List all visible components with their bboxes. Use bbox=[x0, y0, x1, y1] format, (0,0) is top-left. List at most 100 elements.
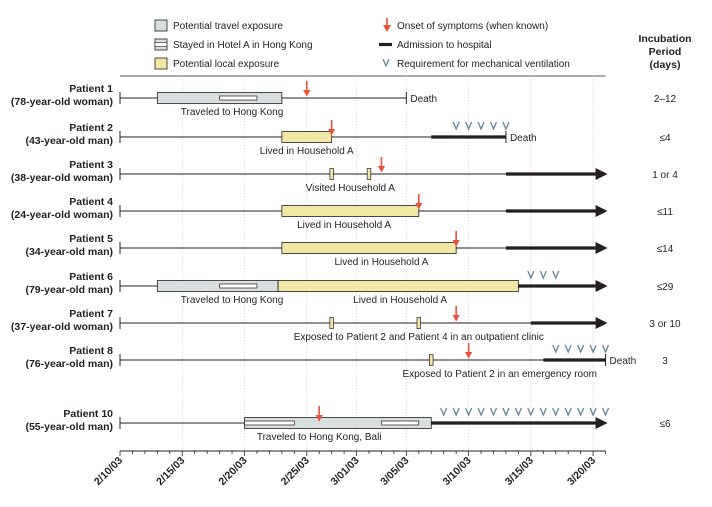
exposure-label: Exposed to Patient 2 in an emergency roo… bbox=[402, 369, 597, 380]
ventilation-icon bbox=[489, 121, 498, 131]
legend-local-label: Potential local exposure bbox=[173, 59, 280, 70]
onset-arrow-head-icon bbox=[303, 90, 311, 97]
patient-name: Patient 8 bbox=[69, 345, 113, 357]
patient-name: Patient 7 bbox=[69, 308, 113, 320]
patient-description: (76-year-old man) bbox=[25, 358, 113, 370]
patient-name: Patient 5 bbox=[69, 233, 113, 245]
ventilation-icon bbox=[452, 407, 460, 417]
arrow-icon bbox=[595, 317, 608, 329]
legend-onset-icon bbox=[383, 18, 391, 32]
patient-name: Patient 1 bbox=[69, 83, 113, 95]
onset-arrow-head-icon bbox=[328, 129, 336, 136]
arrow-icon bbox=[595, 242, 608, 254]
ventilation-icon bbox=[539, 407, 547, 417]
local-exposure-bar bbox=[281, 205, 420, 217]
patient-description: (79-year-old man) bbox=[25, 284, 113, 296]
ventilation-icon bbox=[601, 344, 610, 354]
exposure-event-mark bbox=[416, 317, 421, 329]
axis-tick-label: 2/10/03 bbox=[92, 455, 125, 488]
onset-arrow-head-icon bbox=[452, 315, 460, 322]
ventilation-icon bbox=[552, 270, 560, 280]
incubation-period: 3 or 10 bbox=[649, 319, 681, 330]
axis-tick-label: 3/15/03 bbox=[503, 455, 536, 488]
patient-row: Patient 10(55-year-old man) ≤6 Traveled to… bbox=[25, 406, 671, 443]
local-exposure-bar bbox=[281, 131, 333, 143]
patient-row: Patient 6(79-year-old man) ≤29 Traveled to… bbox=[25, 270, 674, 306]
patient-description: (24-year-old woman) bbox=[11, 209, 113, 221]
patient-name: Patient 4 bbox=[69, 196, 113, 208]
patient-description: (78-year-old woman) bbox=[11, 96, 113, 108]
incubation-period: ≤29 bbox=[657, 282, 674, 293]
axis-tick-label: 3/20/03 bbox=[565, 455, 598, 488]
hotel-stay-bar bbox=[219, 95, 258, 101]
hotel-stay-bar bbox=[381, 420, 420, 426]
legend-travel-swatch bbox=[154, 19, 168, 32]
arrow-icon bbox=[595, 168, 608, 180]
death-label: Death bbox=[610, 356, 637, 367]
exposure-label: Exposed to Patient 2 and Patient 4 in an… bbox=[294, 332, 544, 343]
onset-arrow-head-icon bbox=[377, 166, 386, 173]
onset-arrow-head-icon bbox=[452, 240, 460, 247]
legend-admission-label: Admission to hospital bbox=[397, 40, 492, 51]
patient-row: Patient 2(43-year-old man) ≤4 Death Lived i… bbox=[25, 120, 671, 157]
exposure-label: Traveled to Hong Kong bbox=[181, 107, 283, 118]
legend-ventilation-icon bbox=[382, 58, 390, 68]
time-axis: 2/10/03 2/15/03 2/20/03 2/25/03 3/01/03 3/05/… bbox=[92, 450, 606, 488]
ventilation-icon bbox=[539, 270, 547, 280]
patient-rows: Patient 1(78-year-old woman) 2–12 Death Tra… bbox=[11, 81, 681, 443]
patient-name: Patient 10 bbox=[63, 408, 113, 420]
ventilation-icon bbox=[601, 407, 610, 417]
local-exposure-bar bbox=[281, 242, 457, 254]
patient-description: (38-year-old woman) bbox=[11, 172, 113, 184]
exposure-event-mark bbox=[329, 168, 334, 180]
axis-tick-label: 2/15/03 bbox=[154, 455, 187, 488]
death-label: Death bbox=[510, 133, 537, 144]
exposure-label: Lived in Household A bbox=[353, 295, 447, 306]
ventilation-icon bbox=[589, 344, 597, 354]
exposure-label: Lived in Household A bbox=[297, 220, 391, 231]
patient-row: Patient 3(38-year-old woman) 1 or 4 Visite… bbox=[11, 157, 678, 194]
ventilation-icon bbox=[552, 407, 560, 417]
ventilation-icon bbox=[502, 407, 510, 417]
ventilation-icon bbox=[564, 344, 572, 354]
ventilation-icon bbox=[527, 407, 535, 417]
legend-travel-label: Potential travel exposure bbox=[173, 21, 284, 32]
death-label: Death bbox=[410, 94, 437, 105]
axis-tick-label: 2/20/03 bbox=[216, 455, 249, 488]
legend-ventilation-label: Requirement for mechanical ventilation bbox=[397, 59, 570, 70]
patient-description: (37-year-old woman) bbox=[11, 321, 113, 333]
incubation-period: ≤4 bbox=[659, 133, 670, 144]
exposure-event-mark bbox=[366, 168, 372, 180]
patient-name: Patient 2 bbox=[69, 122, 113, 134]
travel-exposure-bar bbox=[156, 280, 279, 292]
exposure-event-mark bbox=[329, 317, 334, 329]
incubation-period: ≤6 bbox=[659, 419, 670, 430]
exposure-label: Traveled to Hong Kong, Bali bbox=[257, 432, 382, 443]
incubation-header-line2: Period bbox=[649, 46, 682, 58]
incubation-header-line1: Incubation bbox=[638, 33, 691, 45]
arrow-icon bbox=[595, 205, 608, 217]
axis-tick-label: 3/05/03 bbox=[378, 455, 411, 488]
ventilation-icon bbox=[440, 407, 448, 417]
exposure-label: Traveled to Hong Kong bbox=[181, 295, 283, 306]
incubation-header: Incubation Period (days) bbox=[638, 33, 691, 71]
exposure-label: Lived in Household A bbox=[260, 146, 354, 157]
incubation-period: 1 or 4 bbox=[652, 170, 678, 181]
ventilation-icon bbox=[452, 121, 460, 131]
onset-arrow-head-icon bbox=[465, 352, 473, 359]
arrow-icon bbox=[595, 417, 608, 429]
ventilation-icon bbox=[589, 407, 597, 417]
ventilation-icon bbox=[577, 344, 585, 354]
patient-row: Patient 1(78-year-old woman) 2–12 Death Tra… bbox=[11, 81, 677, 118]
patient-description: (43-year-old man) bbox=[25, 135, 113, 147]
ventilation-icon bbox=[477, 121, 485, 131]
legend-hotel-label: Stayed in Hotel A in Hong Kong bbox=[173, 40, 313, 51]
patient-row: Patient 7(37-year-old woman) 3 or 10 Expos… bbox=[11, 306, 681, 343]
exposure-label: Lived in Household A bbox=[334, 257, 428, 268]
axis-tick-label: 2/25/03 bbox=[279, 455, 312, 488]
incubation-period: 2–12 bbox=[654, 94, 677, 105]
patient-description: (55-year-old man) bbox=[25, 421, 113, 433]
exposure-label: Visited Household A bbox=[306, 183, 396, 194]
legend: Potential travel exposure Stayed in Hote… bbox=[154, 18, 570, 70]
